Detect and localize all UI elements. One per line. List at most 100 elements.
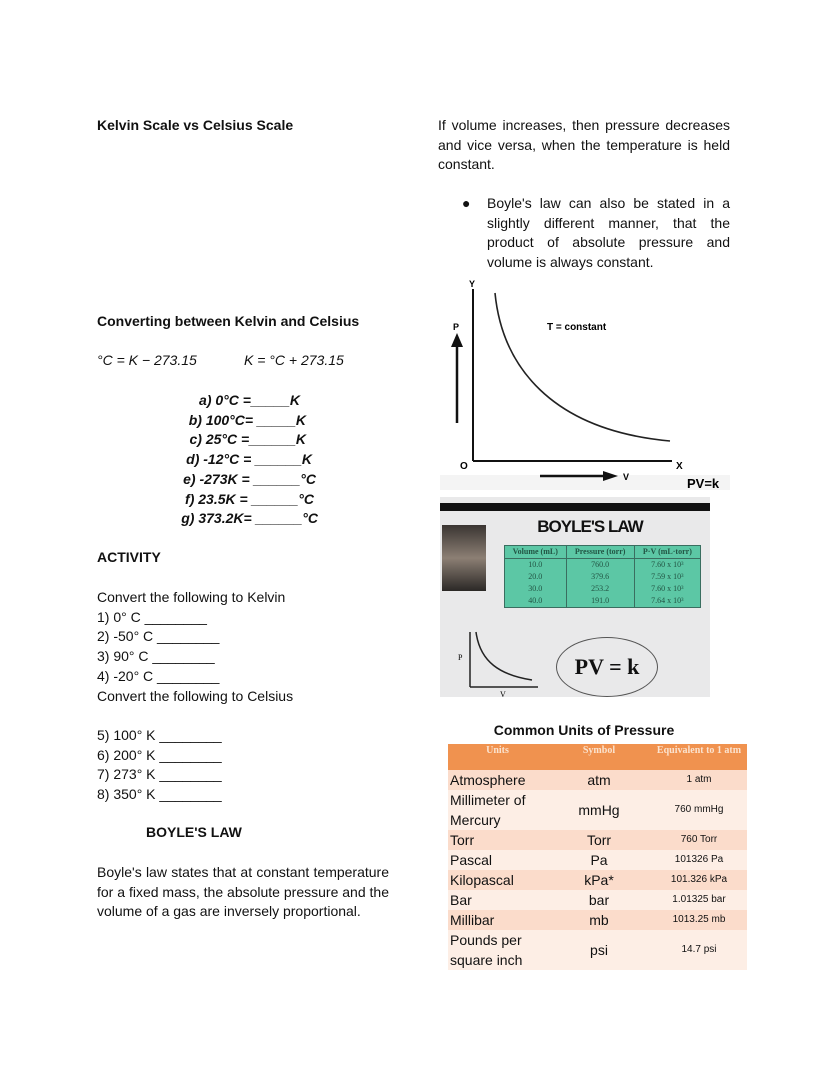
boyle-portrait bbox=[442, 525, 486, 591]
boyle-heading: BOYLE'S LAW bbox=[146, 824, 242, 840]
boyle-paragraph: Boyle's law states that at constant temp… bbox=[97, 864, 389, 920]
cell: bar bbox=[547, 890, 651, 910]
cell: Atmosphere bbox=[448, 770, 547, 790]
cell: 1013.25 mb bbox=[651, 910, 747, 930]
equation: PV=k bbox=[687, 476, 720, 490]
exercise-item: d) -12°C = ______K bbox=[186, 451, 312, 468]
units-title: Common Units of Pressure bbox=[493, 722, 675, 738]
table-row: Millibar mb 1013.25 mb bbox=[448, 910, 747, 930]
activity-list: Convert the following to Kelvin 1) 0° C … bbox=[97, 588, 293, 805]
cell: 101326 Pa bbox=[651, 850, 747, 870]
boyle-data-table: Volume (mL) Pressure (torr) P·V (mL·torr) … bbox=[504, 545, 702, 608]
pressure-paragraph: If volume increases, then pressure decre… bbox=[438, 117, 730, 173]
cell: Millibar bbox=[448, 910, 547, 930]
annotation: T = constant bbox=[547, 322, 607, 333]
cell: atm bbox=[547, 770, 651, 790]
photo-title: BOYLE'S LAW bbox=[537, 517, 643, 536]
cell: 101.326 kPa bbox=[651, 870, 747, 890]
converting-heading: Converting between Kelvin and Celsius bbox=[97, 313, 360, 329]
cell: 20.0 bbox=[504, 571, 567, 583]
cell: 40.0 bbox=[504, 595, 567, 608]
exercise-item: a) 0°C =_____K bbox=[199, 392, 300, 408]
cell: 1 atm bbox=[651, 770, 747, 790]
cell: Torr bbox=[448, 830, 547, 850]
v-label: V bbox=[500, 690, 506, 697]
cell: 1.01325 bar bbox=[651, 890, 747, 910]
mini-graph: P V bbox=[458, 631, 538, 697]
cell: 191.0 bbox=[565, 595, 635, 608]
instruction: Convert the following to Celsius bbox=[97, 687, 294, 704]
pressure-units-table: Units Symbol Equivalent to 1 atm Atmosph… bbox=[448, 744, 747, 970]
table-row: Kilopascal kPa* 101.326 kPa bbox=[448, 870, 747, 890]
cell: 760 Torr bbox=[651, 830, 747, 850]
section-title: Kelvin Scale vs Celsius Scale bbox=[97, 117, 294, 133]
pv-graph: Y X O P V T = constant PV=k bbox=[440, 279, 730, 490]
cell: mmHg bbox=[547, 790, 651, 830]
exercise-item: b) 100°C= _____K bbox=[188, 411, 306, 428]
arrow-up-icon bbox=[451, 333, 463, 347]
exercise-item: f) 23.5K = ______°C bbox=[185, 490, 314, 507]
table-row: Pascal Pa 101326 Pa bbox=[448, 850, 747, 870]
activity-item: 5) 100° K ________ bbox=[97, 726, 222, 743]
exercise-list: a) 0°C =_____K b) 100°C= _____K c) 25°C … bbox=[160, 391, 320, 529]
cell: psi bbox=[547, 930, 651, 970]
cell: 14.7 psi bbox=[651, 930, 747, 970]
th: Symbol bbox=[547, 744, 651, 770]
x-label: X bbox=[676, 461, 683, 472]
table-row: Pounds per square inch psi 14.7 psi bbox=[448, 930, 747, 970]
v-label: V bbox=[623, 472, 629, 482]
cell: 7.60 x 10³ bbox=[633, 583, 702, 595]
cell: kPa* bbox=[547, 870, 651, 890]
cell: Kilopascal bbox=[448, 870, 547, 890]
activity-heading: ACTIVITY bbox=[97, 549, 161, 565]
boyles-law-photo: BOYLE'S LAW Volume (mL) Pressure (torr) P·… bbox=[440, 497, 710, 697]
table-row: Atmosphere atm 1 atm bbox=[448, 770, 747, 790]
instruction: Convert the following to Kelvin bbox=[97, 589, 286, 605]
th: Equivalent to 1 atm bbox=[651, 744, 747, 770]
th: Volume (mL) bbox=[504, 545, 567, 559]
arrow-right-icon bbox=[603, 471, 618, 481]
cell: Torr bbox=[547, 830, 651, 850]
isotherm-curve bbox=[494, 292, 671, 442]
activity-item: 4) -20° C ________ bbox=[97, 667, 220, 684]
cell: 7.59 x 10³ bbox=[633, 571, 702, 583]
cell: 7.64 x 10³ bbox=[633, 595, 702, 608]
th: Units bbox=[448, 744, 547, 770]
cell: Pa bbox=[547, 850, 651, 870]
cell: mb bbox=[547, 910, 651, 930]
bullet-icon: ● bbox=[462, 195, 471, 211]
activity-item: 7) 273° K ________ bbox=[97, 766, 222, 783]
activity-item: 3) 90° C ________ bbox=[97, 648, 215, 665]
pv-equation: PV = k bbox=[556, 637, 658, 697]
exercise-item: c) 25°C =______K bbox=[189, 431, 306, 448]
table-row: Torr Torr 760 Torr bbox=[448, 830, 747, 850]
cell: 760 mmHg bbox=[651, 790, 747, 830]
table-row: Bar bar 1.01325 bar bbox=[448, 890, 747, 910]
p-label: P bbox=[458, 653, 463, 662]
cell: Millimeter of Mercury bbox=[448, 790, 547, 830]
p-label: P bbox=[453, 322, 459, 332]
exercise-item: g) 373.2K= ______°C bbox=[181, 510, 318, 527]
activity-item: 8) 350° K ________ bbox=[97, 786, 222, 803]
th: P·V (mL·torr) bbox=[633, 545, 702, 559]
cell: 10.0 bbox=[504, 558, 567, 571]
cell: 7.60 x 10³ bbox=[633, 558, 702, 571]
cell: Pounds per square inch bbox=[448, 930, 547, 970]
formula-celsius: °C = K − 273.15 bbox=[97, 352, 197, 368]
cell: Bar bbox=[448, 890, 547, 910]
y-label: Y bbox=[469, 279, 475, 289]
table-row: Millimeter of Mercury mmHg 760 mmHg bbox=[448, 790, 747, 830]
exercise-item: e) -273K = ______°C bbox=[183, 470, 316, 487]
cell: 253.2 bbox=[565, 583, 635, 595]
cell: Pascal bbox=[448, 850, 547, 870]
cell: 379.6 bbox=[565, 571, 635, 583]
origin-label: O bbox=[460, 461, 468, 472]
formula-kelvin: K = °C + 273.15 bbox=[244, 352, 344, 368]
th: Pressure (torr) bbox=[565, 545, 635, 559]
activity-item: 6) 200° K ________ bbox=[97, 746, 222, 763]
bullet-paragraph: Boyle's law can also be stated in a slig… bbox=[487, 195, 730, 271]
activity-item: 2) -50° C ________ bbox=[97, 628, 220, 645]
cell: 30.0 bbox=[504, 583, 567, 595]
activity-item: 1) 0° C ________ bbox=[97, 608, 207, 625]
